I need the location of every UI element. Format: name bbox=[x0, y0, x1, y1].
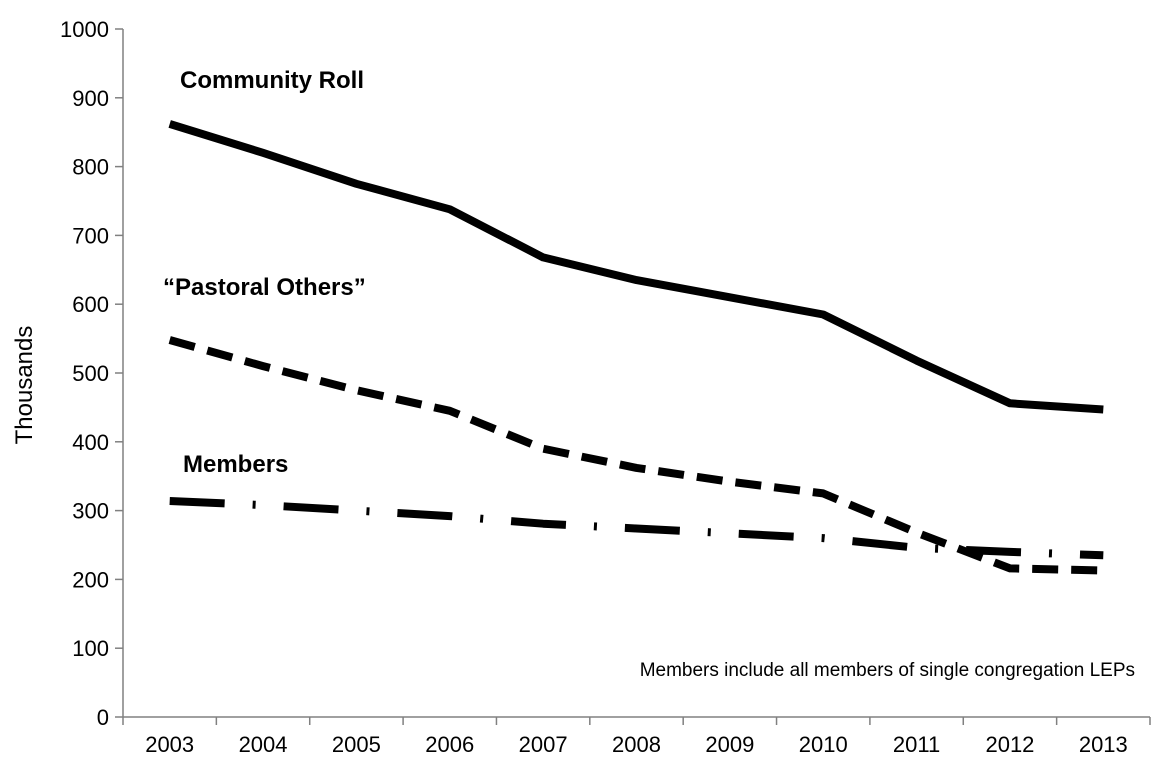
annotation-note: Members include all members of single co… bbox=[640, 660, 1135, 681]
x-tick-label: 2011 bbox=[893, 732, 940, 757]
y-tick-label: 400 bbox=[72, 430, 109, 455]
y-tick-label: 800 bbox=[72, 155, 109, 180]
x-tick-label: 2006 bbox=[425, 732, 474, 757]
y-tick-label: 100 bbox=[72, 636, 109, 661]
x-tick-label: 2009 bbox=[705, 732, 754, 757]
x-tick-label: 2012 bbox=[985, 732, 1034, 757]
series-line-community-roll bbox=[168, 120, 1104, 414]
series-label-members: Members bbox=[183, 451, 288, 478]
y-tick-label: 1000 bbox=[60, 17, 109, 42]
y-tick-label: 500 bbox=[72, 361, 109, 386]
series-layer bbox=[168, 120, 1104, 575]
y-tick-label: 700 bbox=[72, 223, 109, 248]
x-axis: 2003 2004 2005 2006 2007 2008 2009 2010 2011 2012… bbox=[122, 716, 1151, 757]
series-label-community-roll: Community Roll bbox=[180, 67, 364, 94]
x-tick-label: 2007 bbox=[519, 732, 568, 757]
x-tick-label: 2004 bbox=[239, 732, 288, 757]
y-tick-label: 200 bbox=[72, 567, 109, 592]
series-line-pastoral-others bbox=[168, 336, 1104, 575]
x-tick-label: 2005 bbox=[332, 732, 381, 757]
x-tick-label: 2010 bbox=[799, 732, 848, 757]
x-tick-label: 2013 bbox=[1079, 732, 1128, 757]
y-axis: 0 100 200 300 400 500 600 700 800 900 1000 bbox=[60, 17, 124, 730]
x-tick-label: 2008 bbox=[612, 732, 661, 757]
y-tick-label: 300 bbox=[72, 499, 109, 524]
y-axis-title: Thousands bbox=[11, 326, 38, 445]
x-tick-label: 2003 bbox=[145, 732, 194, 757]
series-label-pastoral-others: “Pastoral Others” bbox=[163, 274, 366, 301]
y-tick-label: 0 bbox=[97, 705, 109, 730]
series-line-members bbox=[169, 497, 1104, 560]
y-tick-label: 600 bbox=[72, 292, 109, 317]
y-tick-label: 900 bbox=[72, 86, 109, 111]
